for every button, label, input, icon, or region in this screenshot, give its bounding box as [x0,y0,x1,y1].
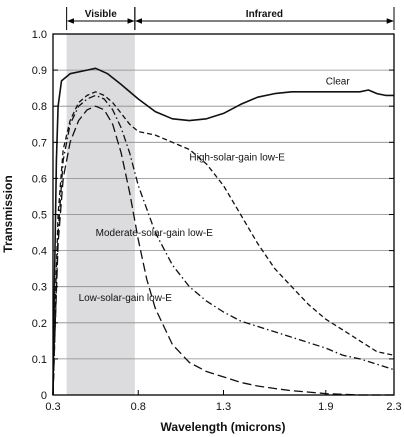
band-visible-label-bg [74,8,127,20]
x-tick-label-0: 0.3 [45,401,60,413]
series-layer [52,67,395,396]
x-axis-title: Wavelength (microns) [161,420,286,434]
y-tick-label-1: 0.1 [32,354,47,366]
y-tick-label-2: 0.2 [32,318,47,330]
y-tick-label-10: 1.0 [32,29,47,41]
series-line-high-solar-gain-low-e [52,91,395,396]
y-tick-label-9: 0.9 [32,65,47,77]
series-label-high-solar-gain-low-e: High-solar-gain low-E [189,152,285,163]
band-infrared-label-bg [238,8,291,20]
tick-layer: 0 0.1 0.2 0.3 0.4 0.5 0.6 0.7 0.8 0.9 1.0 0.3 0.8 1.3… [32,29,402,413]
x-tick-label-1: 0.8 [131,401,146,413]
y-tick-label-5: 0.5 [32,210,47,222]
series-label-clear: Clear [326,77,351,88]
x-tick-label-3: 1.9 [318,401,333,413]
series-label-low-solar-gain-low-e: Low-solar-gain low-E [79,293,173,304]
band-visible-label: Visible [85,9,117,20]
y-tick-label-6: 0.6 [32,173,47,185]
series-line-low-solar-gain-low-e [52,105,394,396]
x-tick-label-4: 2.3 [386,401,401,413]
y-tick-label-4: 0.4 [32,246,47,258]
y-tick-label-8: 0.8 [32,101,47,113]
series-line-clear [52,67,394,396]
label-layer: Clear High-solar-gain low-E Moderate-solar… [66,7,395,304]
y-tick-label-3: 0.3 [32,282,47,294]
y-tick-label-7: 0.7 [32,137,47,149]
band-infrared-label: Infrared [246,9,283,20]
y-tick-label-0: 0 [41,390,47,402]
x-tick-label-2: 1.3 [216,401,231,413]
series-label-moderate-solar-gain-low-e: Moderate-solar-gain low-E [96,228,214,239]
y-axis-title: Transmission [1,175,15,252]
series-line-moderate-solar-gain-low-e [52,94,395,396]
